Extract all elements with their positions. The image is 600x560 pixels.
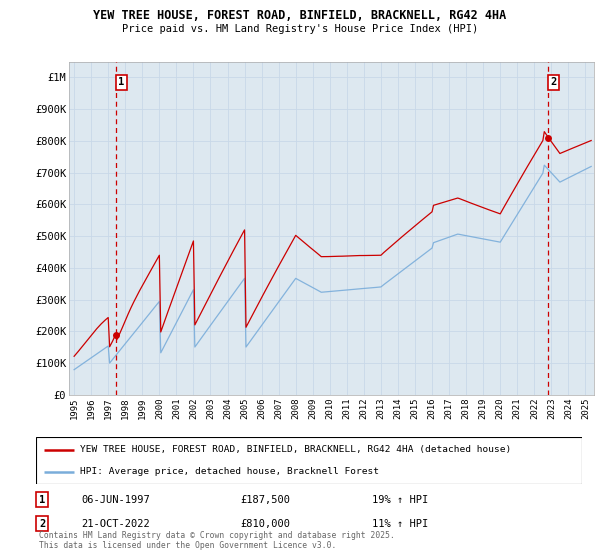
Text: 1: 1 <box>118 77 125 87</box>
Text: 2: 2 <box>39 519 45 529</box>
Text: Contains HM Land Registry data © Crown copyright and database right 2025.
This d: Contains HM Land Registry data © Crown c… <box>39 530 395 550</box>
Text: 19% ↑ HPI: 19% ↑ HPI <box>372 494 428 505</box>
Text: £810,000: £810,000 <box>240 519 290 529</box>
Text: 2: 2 <box>551 77 557 87</box>
Text: YEW TREE HOUSE, FOREST ROAD, BINFIELD, BRACKNELL, RG42 4HA: YEW TREE HOUSE, FOREST ROAD, BINFIELD, B… <box>94 9 506 22</box>
Text: Price paid vs. HM Land Registry's House Price Index (HPI): Price paid vs. HM Land Registry's House … <box>122 24 478 34</box>
Text: 11% ↑ HPI: 11% ↑ HPI <box>372 519 428 529</box>
Text: £187,500: £187,500 <box>240 494 290 505</box>
Text: 06-JUN-1997: 06-JUN-1997 <box>81 494 150 505</box>
Text: 21-OCT-2022: 21-OCT-2022 <box>81 519 150 529</box>
Text: 1: 1 <box>39 494 45 505</box>
Text: HPI: Average price, detached house, Bracknell Forest: HPI: Average price, detached house, Brac… <box>80 467 379 476</box>
Text: YEW TREE HOUSE, FOREST ROAD, BINFIELD, BRACKNELL, RG42 4HA (detached house): YEW TREE HOUSE, FOREST ROAD, BINFIELD, B… <box>80 445 511 454</box>
